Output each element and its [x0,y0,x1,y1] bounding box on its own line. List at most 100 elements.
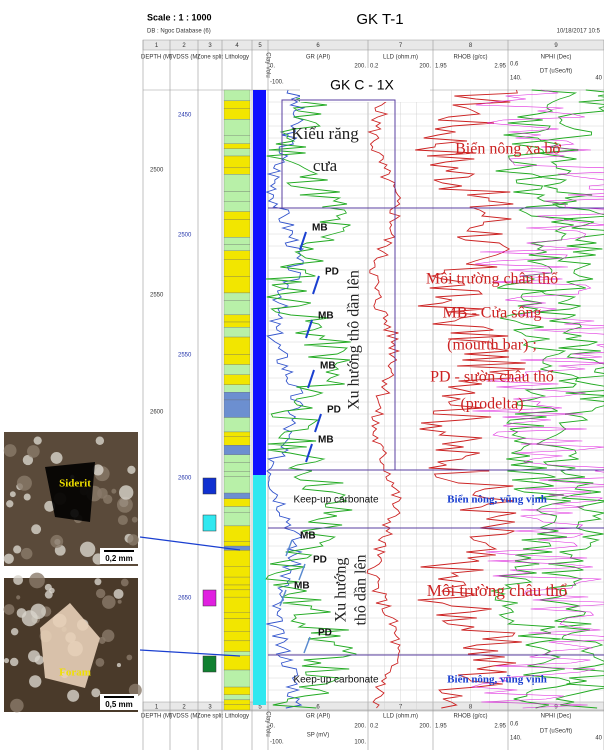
scale-label: Scale : 1 : 1000 [147,12,212,22]
zone-band [253,475,266,705]
track-header: RHOB (g/cc) [453,55,487,61]
lithology-layer [224,700,250,705]
lithology-layer [224,695,250,700]
track-header: GR (API) [306,55,330,61]
grain [96,437,104,445]
lithology-layer [224,322,250,327]
lithology-layer [224,526,250,542]
lithology-layer [224,612,250,618]
annotation: MB - Cửa sông [443,305,542,322]
annotation: (mourth bar) ; [447,337,537,354]
date-label: 10/18/2017 10:5 [557,29,601,35]
annotation: thô dần lên [353,554,370,625]
lithology-layer [224,585,250,590]
well-subtitle: GK C - 1X [330,77,394,93]
lithology-layer [224,705,250,710]
track-header: NPHI (Dec) [541,55,572,61]
depth-label: 2500 [150,168,164,174]
lithology-layer [224,327,250,337]
grain [10,658,18,666]
zone-marker [203,590,216,606]
lithology-layer [224,237,250,244]
grain [50,535,63,548]
track-header: TVDSS (M) [169,714,200,720]
curve-scale: 0.6 [510,722,519,728]
depth-label: 2550 [150,293,164,299]
photo-label: Siderit [59,478,91,490]
lithology-layer [224,108,250,119]
curve-scale: 140. [510,76,522,82]
lithology-layer [224,499,250,507]
curve-scale: DT (uSec/ft) [540,69,572,75]
lithology-layer [224,493,250,499]
grain [45,591,53,599]
grain [80,542,95,557]
track-header: Zone split [197,55,223,61]
facies-label: PD [327,405,341,416]
lithology-layer [224,513,250,526]
grain [4,604,15,615]
curve-scale: 200. [354,724,366,730]
annotation: Kiểu răng [291,124,359,143]
grain [4,554,14,564]
lithology-layer [224,455,250,463]
lithology-layer [224,656,250,670]
grain [4,658,9,663]
grain [34,437,42,445]
lithology-layer [224,212,250,220]
lithology-layer [224,400,250,418]
track-header: Lithology [225,55,249,61]
track-number-row [143,40,604,50]
track-header: DEPTH (M) [141,714,172,720]
curve-scale: 1.95 [435,724,447,730]
annotation: (prodelta) [460,396,523,413]
scale-label: 0,5 mm [105,700,133,709]
lithology-layer [224,597,250,612]
grain [6,500,13,507]
grain [24,494,31,501]
lithology-layer [224,375,250,385]
lithology-layer [224,354,250,364]
grain [29,675,41,687]
lithology-layer [224,136,250,144]
lithology-layer [224,119,250,135]
well-log-figure: Scale : 1 : 1000 DB : Ngoc Database (6) … [0,0,604,750]
grain [51,452,63,464]
grain [126,655,132,661]
curve-scale: 40 [595,736,602,742]
curve-scale: 200. [419,724,431,730]
grain [10,699,24,713]
grain [127,534,138,545]
annotation: cưa [313,156,338,175]
lithology-layer [224,550,250,566]
grain [4,444,17,457]
lithology-layer [224,392,250,400]
annotation: Biển nông xa bờ [455,141,561,158]
lithology-layer [224,631,250,641]
grain [127,466,135,474]
facies-label: MB [318,311,334,322]
tvdss-label: 2650 [178,596,192,602]
lithology-layer [224,641,250,652]
lithology-layer [224,445,250,455]
lithology-layer [224,293,250,300]
facies-label: MB [318,435,334,446]
grain [27,445,40,458]
grain [96,589,105,598]
zone-marker [203,478,216,494]
track-header: Zone split [197,714,223,720]
facies-label: MB [320,361,336,372]
annotation: Biển nông, vũng vịnh [447,494,547,506]
depth-label: 2600 [150,410,164,416]
facies-label: MB [294,581,310,592]
well-title: GK T-1 [356,11,403,28]
annotation: PD - sườn châu thổ [430,369,554,386]
curve-scale: 140. [510,736,522,742]
grain [35,655,44,664]
curve-scale: -100. [270,740,284,746]
annotation: Keep-up carbonate [293,675,379,686]
facies-label: MB [300,531,316,542]
scale-label: 0,2 mm [105,554,133,563]
track-header: LLD (ohm.m) [383,55,418,61]
lithology-layer [224,174,250,191]
